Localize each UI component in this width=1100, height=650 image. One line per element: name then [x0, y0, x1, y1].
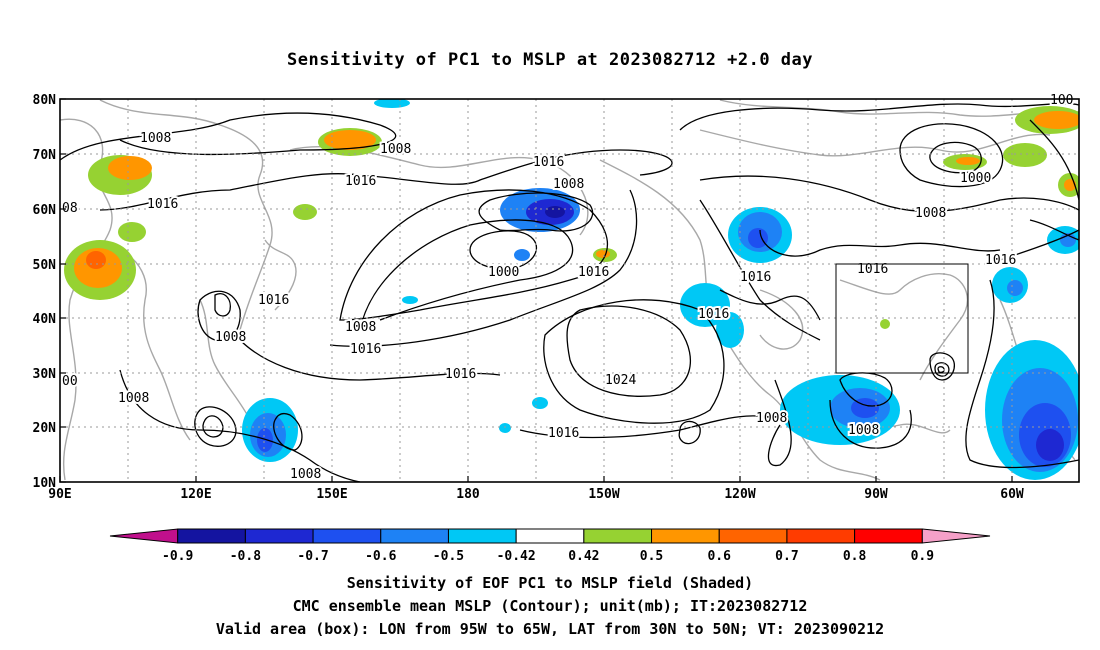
colorbar-segment [380, 528, 449, 544]
plot-title: Sensitivity of PC1 to MSLP at 2023082712… [286, 50, 813, 70]
lon-label: 180 [456, 487, 480, 502]
colorbar-label: 0.42 [568, 549, 599, 564]
map-frame [59, 98, 1080, 483]
lon-label: 150E [316, 487, 347, 502]
colorbar-segment [109, 528, 179, 544]
colorbar-label: -0.5 [433, 549, 464, 564]
contour-label: 1016 [147, 197, 178, 212]
contour-label: 1008 [290, 467, 321, 482]
colorbar-label: -0.6 [365, 549, 396, 564]
contour-label: 1016 [740, 270, 771, 285]
colorbar-segment [583, 528, 653, 544]
caption-line-2: CMC ensemble mean MSLP (Contour); unit(m… [292, 597, 808, 615]
colorbar-label: -0.42 [497, 549, 536, 564]
colorbar-segment [312, 528, 382, 544]
lon-label: 120E [180, 487, 211, 502]
lat-label: 10N [33, 476, 57, 491]
sensitivity-shading [64, 99, 1079, 480]
colorbar-segment [718, 528, 788, 544]
contour-label: 1016 [857, 262, 888, 277]
colorbar-labels: -0.9 -0.8 -0.7 -0.6 -0.5 -0.42 0.42 0.5 0.6 0.7 0.… [162, 549, 934, 564]
contour-label: 1016 [548, 426, 579, 441]
lat-label: 30N [33, 367, 57, 382]
caption-line-1: Sensitivity of EOF PC1 to MSLP field (Sh… [346, 574, 754, 592]
contour-label: 1016 [345, 174, 376, 189]
lat-label: 40N [33, 312, 57, 327]
contour-label: 1008 [848, 423, 879, 438]
contour-label: 1008 [118, 391, 149, 406]
contour-label: 1024 [605, 373, 636, 388]
contour-label: 1016 [258, 293, 289, 308]
contour-labels: 1008 1008 1016 1016 1008 1016 08 1000 10… [60, 91, 1075, 484]
contour-label: 1016 [578, 265, 609, 280]
lat-label: 50N [33, 258, 57, 273]
longitude-labels: 90E 120E 150E 180 150W 120W 90W 60W [48, 487, 1024, 502]
colorbar-segment [921, 528, 991, 544]
lon-label: 90E [48, 487, 71, 502]
contour-label: 1008 [345, 320, 376, 335]
contour-label: 1016 [350, 342, 381, 357]
lon-label: 150W [588, 487, 619, 502]
contour-label: 1008 [756, 411, 787, 426]
contour-label: 1008 [915, 206, 946, 221]
colorbar-label: 0.6 [707, 549, 731, 564]
colorbar-label: -0.9 [162, 549, 193, 564]
contour-label: 1016 [533, 155, 564, 170]
mslp-contours [60, 102, 1079, 482]
caption-line-3: Valid area (box): LON from 95W to 65W, L… [215, 620, 885, 638]
contour-label: 1016 [698, 307, 729, 322]
lon-label: 120W [724, 487, 755, 502]
colorbar-segment [177, 528, 246, 544]
colorbar-segment [244, 528, 314, 544]
lat-label: 60N [33, 203, 57, 218]
colorbar [109, 528, 991, 544]
contour-label: 100 [1050, 93, 1073, 108]
lon-label: 60W [1000, 487, 1024, 502]
contour-label: 1000 [960, 171, 991, 186]
colorbar-segment [651, 528, 720, 544]
colorbar-segment [786, 528, 856, 544]
contour-label: 1008 [380, 142, 411, 157]
lon-label: 90W [864, 487, 888, 502]
contour-label: 1008 [553, 177, 584, 192]
colorbar-label: -0.7 [297, 549, 328, 564]
valid-area-box [835, 263, 969, 374]
coastlines [60, 99, 1079, 481]
contour-label: 1016 [445, 367, 476, 382]
axis-ticks [59, 98, 1013, 483]
lat-label: 80N [33, 93, 57, 108]
contour-label: 00 [62, 374, 78, 389]
contour-label: 1000 [488, 265, 519, 280]
colorbar-segment [447, 528, 517, 544]
contour-label: 08 [62, 201, 78, 216]
colorbar-segment [854, 528, 923, 544]
contour-label: 1016 [985, 253, 1016, 268]
lat-label: 20N [33, 421, 57, 436]
colorbar-label: -0.8 [230, 549, 261, 564]
contour-label: 1008 [215, 330, 246, 345]
lat-label: 70N [33, 148, 57, 163]
latitude-labels: 80N 70N 60N 50N 40N 30N 20N 10N [33, 93, 57, 491]
colorbar-label: 0.5 [640, 549, 663, 564]
colorbar-label: 0.8 [843, 549, 867, 564]
grid-lines [60, 99, 1079, 482]
colorbar-label: 0.7 [775, 549, 798, 564]
colorbar-label: 0.9 [911, 549, 934, 564]
contour-label: 1008 [140, 131, 171, 146]
colorbar-segment [515, 528, 585, 544]
